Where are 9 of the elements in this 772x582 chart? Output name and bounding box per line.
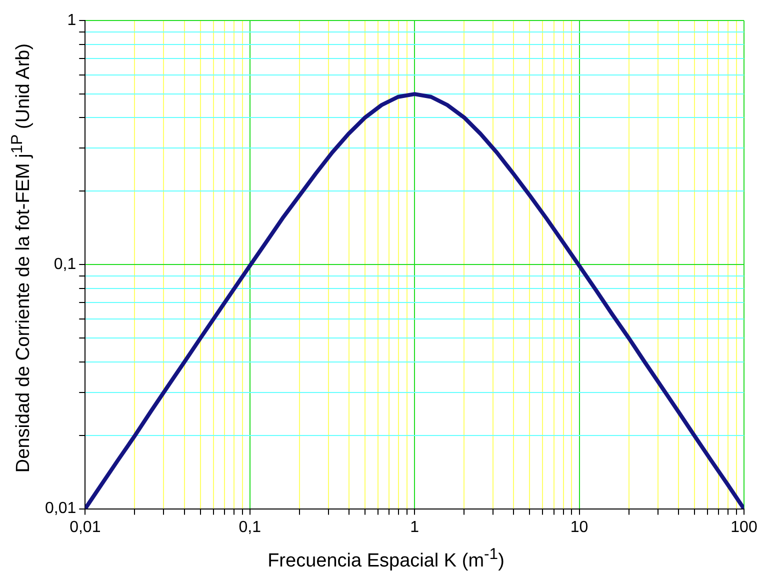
y-tick-label: 0,01 xyxy=(45,500,76,518)
x-axis-title: Frecuencia Espacial K (m$^{-1}$) xyxy=(266,546,506,572)
x-tick-label: 0,1 xyxy=(238,518,262,536)
y-tick-label: 0,1 xyxy=(54,256,76,274)
y-tick-label: 1 xyxy=(67,12,76,30)
x-tick-label: 100 xyxy=(730,518,758,536)
x-tick-label: 1 xyxy=(410,518,420,536)
x-tick-label: 0,01 xyxy=(70,518,101,536)
x-tick-label: 10 xyxy=(570,518,588,536)
